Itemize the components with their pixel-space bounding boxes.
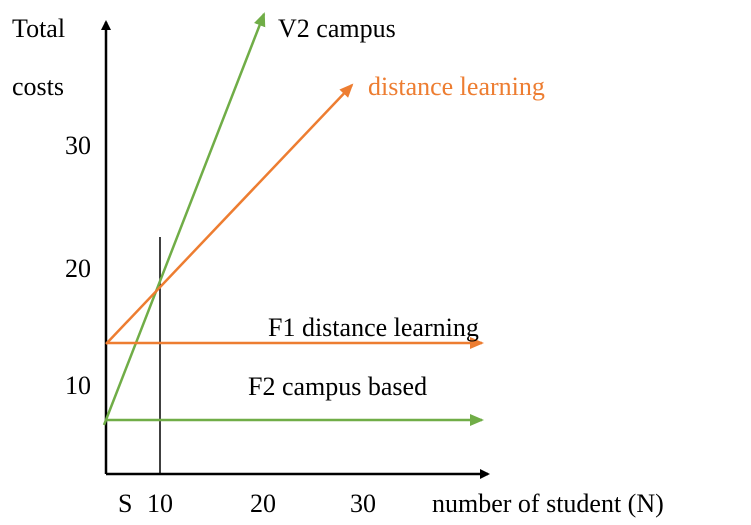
x-label: number of student (N) — [432, 489, 664, 518]
x-tick-label: 30 — [350, 489, 376, 518]
y-tick-label: 30 — [65, 131, 91, 160]
x-tick-label: S — [118, 489, 132, 518]
y-label: costs — [12, 72, 64, 101]
v1-line — [105, 83, 354, 345]
x-tick-label: 20 — [250, 489, 276, 518]
line-label: distance learning — [368, 72, 545, 101]
line-label: F1 distance learning — [268, 313, 479, 342]
y-tick-label: 10 — [65, 371, 91, 400]
y-label: Total — [12, 14, 65, 43]
line-label: V2 campus — [278, 14, 396, 43]
line-label: F2 campus based — [248, 372, 427, 401]
x-tick-label: 10 — [147, 489, 173, 518]
v2-line — [102, 12, 266, 426]
y-tick-label: 20 — [65, 254, 91, 283]
